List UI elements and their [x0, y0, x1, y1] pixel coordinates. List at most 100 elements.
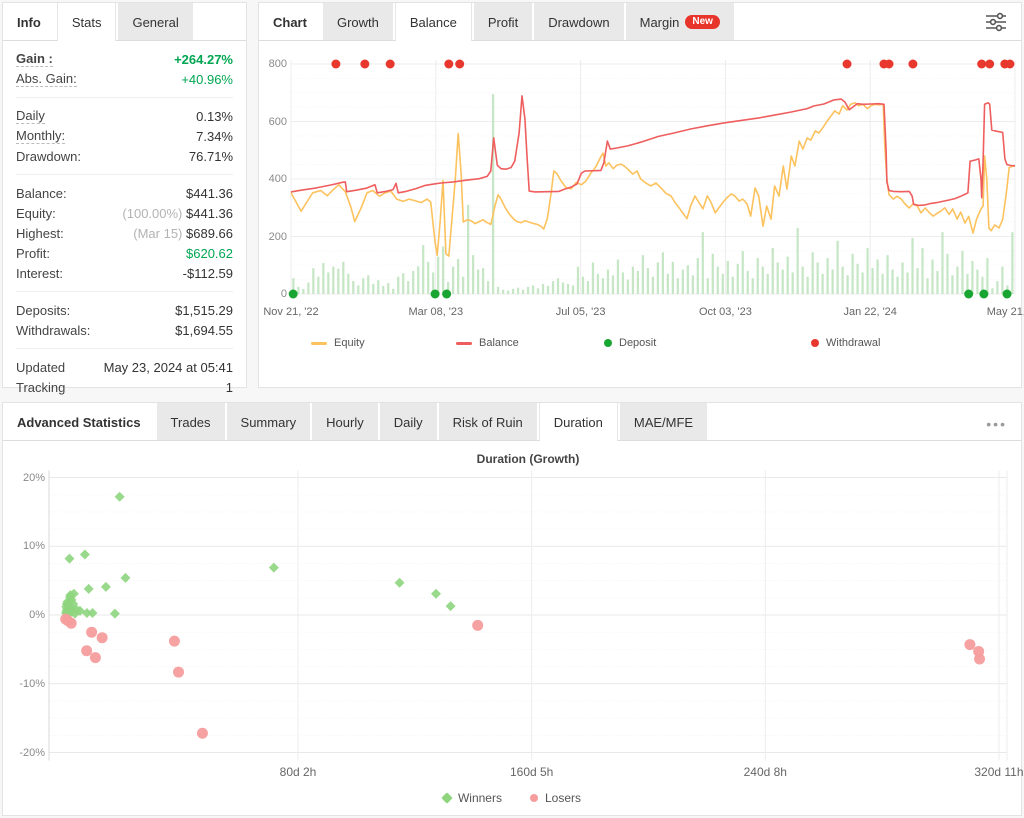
winner-point — [61, 599, 72, 609]
tab-profit[interactable]: Profit — [473, 3, 533, 41]
tab-label: Duration — [553, 414, 603, 430]
tab-info: Info — [3, 3, 55, 41]
stat-label: Highest: — [16, 225, 64, 241]
tab-duration[interactable]: Duration — [538, 403, 618, 441]
tab-trades[interactable]: Trades — [156, 403, 225, 441]
stat-label[interactable]: Daily — [16, 108, 45, 124]
withdrawal-marker — [908, 59, 918, 69]
winner-point — [65, 592, 76, 603]
scatter-x-tick: 80d 2h — [279, 765, 317, 779]
tab-label: Advanced Statistics — [17, 414, 141, 430]
scatter-y-tick: 10% — [22, 540, 45, 553]
tab-label: Growth — [336, 14, 379, 30]
stat-value-text: -$112.59 — [182, 265, 233, 281]
legend-label: Balance — [479, 337, 519, 349]
stat-label: Profit: — [16, 245, 50, 261]
tab-advanced-statistics: Advanced Statistics — [3, 403, 155, 441]
legend-losers[interactable]: Losers — [529, 791, 582, 805]
stat-value-muted: (Mar 15) — [133, 225, 186, 241]
stat-value: 7.34% — [196, 129, 233, 144]
stat-row: Tracking 1 — [16, 377, 233, 397]
tab-hourly[interactable]: Hourly — [312, 403, 378, 441]
stat-label: Withdrawals: — [16, 322, 91, 338]
x-axis-tick: Nov 21, '22 — [263, 306, 319, 318]
winner-point — [79, 549, 90, 560]
stats-panel-tabbar: Info Stats General — [3, 3, 246, 41]
legend-label: Winners — [457, 791, 502, 805]
loser-point — [472, 619, 484, 631]
y-axis-tick: 200 — [268, 230, 287, 243]
stat-value-muted: (100.00%) — [122, 205, 186, 221]
stat-value-text: $441.36 — [186, 205, 233, 221]
losers-swatch-icon — [529, 794, 538, 802]
scatter-y-tick: -10% — [19, 677, 45, 690]
legend-withdrawal[interactable]: Withdrawal — [811, 337, 880, 349]
stat-value-text: 1 — [225, 379, 233, 395]
winner-point — [430, 588, 441, 599]
x-axis-tick: Oct 03, '23 — [698, 306, 752, 318]
tab-balance[interactable]: Balance — [394, 3, 472, 41]
winners-swatch-icon — [441, 792, 453, 804]
tab-general[interactable]: General — [118, 3, 193, 41]
sliders-icon[interactable] — [985, 12, 1007, 37]
tab-daily[interactable]: Daily — [379, 403, 437, 441]
tab-stats[interactable]: Stats — [56, 3, 117, 41]
tab-label: Summary — [240, 414, 297, 430]
tab-summary[interactable]: Summary — [226, 403, 311, 441]
scatter-title: Duration (Growth) — [476, 452, 580, 466]
legend-winners[interactable]: Winners — [441, 791, 502, 805]
equity-swatch-icon — [311, 341, 327, 345]
winner-point — [100, 581, 111, 592]
tab-mae-mfe[interactable]: MAE/MFE — [619, 403, 708, 441]
tab-growth[interactable]: Growth — [322, 3, 393, 41]
stat-value-text: $1,515.29 — [175, 302, 233, 318]
tab-drawdown[interactable]: Drawdown — [534, 3, 624, 41]
withdrawal-marker — [884, 59, 894, 69]
legend-balance[interactable]: Balance — [456, 337, 519, 349]
tab-label: Profit — [487, 14, 519, 30]
stat-label[interactable]: Gain : — [16, 51, 53, 67]
divider — [16, 174, 233, 175]
divider — [16, 348, 233, 349]
legend-label: Deposit — [619, 337, 657, 349]
stat-label: Tracking — [16, 379, 66, 395]
winner-point — [109, 608, 120, 619]
stat-row: Withdrawals: $1,694.55 — [16, 320, 233, 340]
stat-row: Deposits: $1,515.29 — [16, 300, 233, 320]
deposit-marker — [430, 289, 440, 299]
loser-point — [173, 666, 185, 678]
legend-equity[interactable]: Equity — [311, 337, 365, 349]
loser-point — [89, 652, 101, 664]
y-axis-tick: 800 — [268, 58, 287, 70]
tab-margin[interactable]: Margin New — [625, 3, 734, 41]
loser-point — [86, 626, 98, 638]
stat-value: May 23, 2024 at 05:41 — [104, 360, 233, 375]
scatter-x-tick: 240d 8h — [743, 765, 787, 779]
stat-value-text: $1,694.55 — [175, 322, 233, 338]
scatter-x-tick: 160d 5h — [509, 765, 554, 779]
stat-label: Updated — [16, 359, 66, 375]
withdrawal-marker — [331, 59, 341, 69]
stat-row: Updated May 23, 2024 at 05:41 — [16, 357, 233, 377]
deposit-marker — [979, 289, 989, 299]
legend-label: Withdrawal — [826, 337, 881, 349]
legend-deposit[interactable]: Deposit — [604, 337, 656, 349]
scatter-y-tick: -20% — [19, 746, 45, 759]
tab-label: Stats — [71, 14, 102, 30]
tab-risk-of-ruin[interactable]: Risk of Ruin — [438, 403, 537, 441]
stat-label: Balance: — [16, 185, 67, 201]
legend-label: Losers — [544, 791, 582, 805]
stat-label[interactable]: Monthly: — [16, 128, 66, 144]
winner-point — [114, 491, 125, 502]
withdrawal-marker — [977, 59, 987, 69]
deposit-marker — [1002, 289, 1012, 299]
y-axis-tick: 0 — [280, 288, 287, 300]
stat-label[interactable]: Abs. Gain: — [16, 71, 77, 87]
ellipsis-icon[interactable]: ••• — [986, 416, 1007, 432]
stat-value: $1,515.29 — [175, 303, 233, 318]
scatter-canvas — [48, 470, 1008, 761]
loser-point — [964, 639, 976, 651]
legend-label: Equity — [334, 337, 365, 349]
stat-value: +40.96% — [181, 72, 233, 87]
